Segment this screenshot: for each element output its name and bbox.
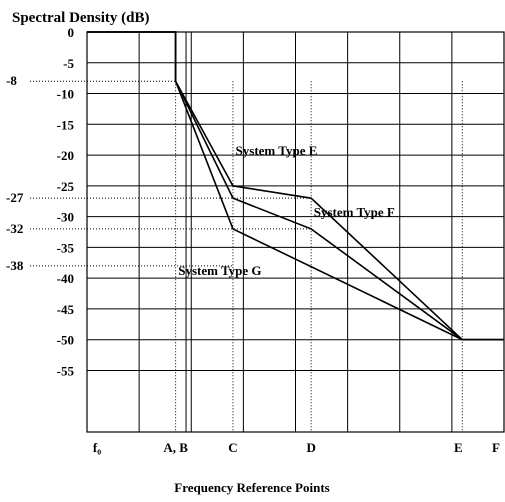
series-label-1: System Type F [314,205,395,220]
ref-label-0: -8 [6,73,17,88]
y-tick-label-5: -25 [57,179,75,194]
ref-label-1: -27 [6,190,24,205]
grid-lines [86,31,505,433]
series-label-2: System Type G [178,263,261,278]
x-tick-label-1: A, B [163,440,188,455]
y-tick-label-4: -20 [57,148,74,163]
y-tick-label-11: -55 [57,363,75,378]
plot-frame [86,31,505,433]
ref-label-2: -32 [6,221,23,236]
chart-title: Spectral Density (dB) [12,10,150,26]
y-tick-label-9: -45 [57,302,75,317]
series-lines: System Type E System Type F System Type G [87,31,504,341]
y-tick-label-8: -40 [57,271,74,286]
x-tick-label-0: f₀ [93,440,101,455]
y-tick-label-1: -5 [63,56,74,71]
ref-label-3: -38 [6,258,24,273]
x-axis-label: Frequency Reference Points [174,480,329,495]
y-tick-label-2: -10 [57,87,74,102]
x-tick-label-3: D [306,440,315,455]
y-tick-label-7: -35 [57,240,75,255]
y-tick-label-10: -50 [57,333,74,348]
series-line-2 [87,31,504,341]
tick-labels: 0 -5 -10 -15 -20 -25 -30 -35 -40 -45 -50 -55 f₀ A, B C… [57,25,500,455]
x-tick-label-2: C [228,440,237,455]
series-label-0: System Type E [236,143,318,158]
y-tick-label-0: 0 [68,25,75,40]
x-tick-label-4: E [454,440,463,455]
reference-lines: -8 -27 -32 -38 [6,73,463,432]
y-tick-label-3: -15 [57,117,75,132]
y-tick-label-6: -30 [57,210,74,225]
x-tick-label-5: F [492,440,500,455]
